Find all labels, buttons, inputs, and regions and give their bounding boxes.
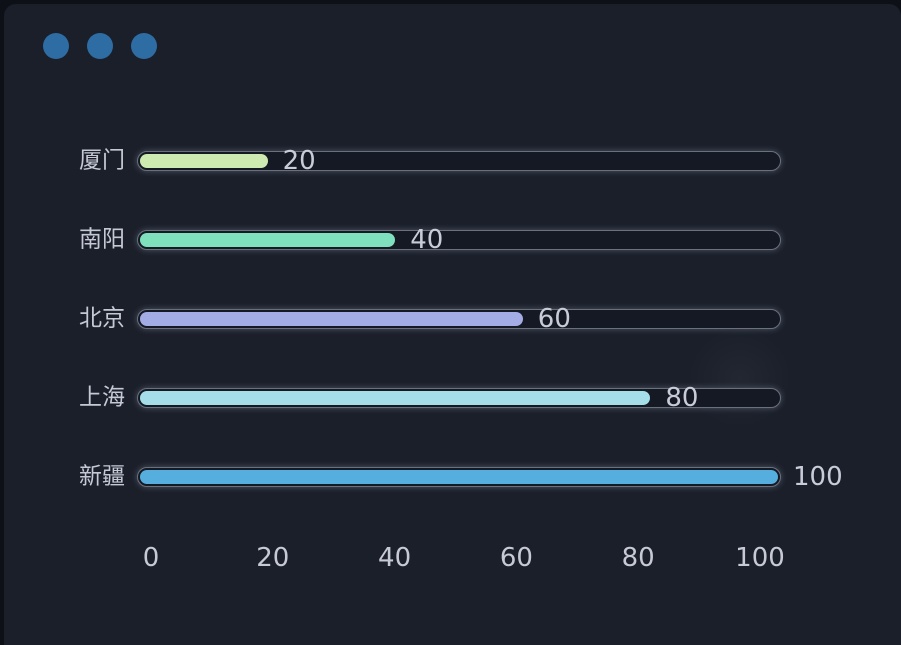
window-control-dot[interactable] [87,33,113,59]
bar-row: 南阳 40 [4,225,901,255]
bar-row: 上海 80 [4,383,901,413]
bar-track[interactable] [137,151,781,171]
value-label: 60 [537,304,571,334]
bar[interactable] [140,154,268,168]
category-label: 南阳 [79,226,125,253]
x-axis: 0 20 40 60 80 100 [4,542,901,574]
category-label: 新疆 [79,463,125,490]
bar-track[interactable] [137,230,781,250]
value-label: 100 [793,462,843,492]
category-label: 厦门 [79,147,125,174]
value-label: 80 [665,383,699,413]
x-axis-tick-label: 0 [142,543,160,573]
app-window: 厦门 20 南阳 40 北京 60 上海 80 新疆 100 0 20 40 60 80 100 [4,4,901,645]
x-axis-tick-label: 80 [621,543,655,573]
x-axis-tick-label: 20 [256,543,290,573]
x-axis-tick-label: 40 [378,543,412,573]
background-glow [690,330,790,426]
x-axis-tick-label: 100 [735,543,785,573]
category-label: 北京 [79,305,125,332]
horizontal-bar-chart: 厦门 20 南阳 40 北京 60 上海 80 新疆 100 0 20 40 60 80 100 [4,4,901,645]
bar[interactable] [140,470,778,484]
category-label: 上海 [79,384,125,411]
bar[interactable] [140,233,395,247]
bar-row: 厦门 20 [4,146,901,176]
window-control-dot[interactable] [131,33,157,59]
x-axis-tick-label: 60 [499,543,533,573]
bar-track[interactable] [137,309,781,329]
bar-row: 新疆 100 [4,462,901,492]
value-label: 40 [410,225,444,255]
bar[interactable] [140,391,650,405]
bar-row: 北京 60 [4,304,901,334]
value-label: 20 [282,146,316,176]
bar-track[interactable] [137,467,781,487]
window-control-dot[interactable] [43,33,69,59]
bar[interactable] [140,312,523,326]
window-controls [43,33,157,59]
bar-track[interactable] [137,388,781,408]
